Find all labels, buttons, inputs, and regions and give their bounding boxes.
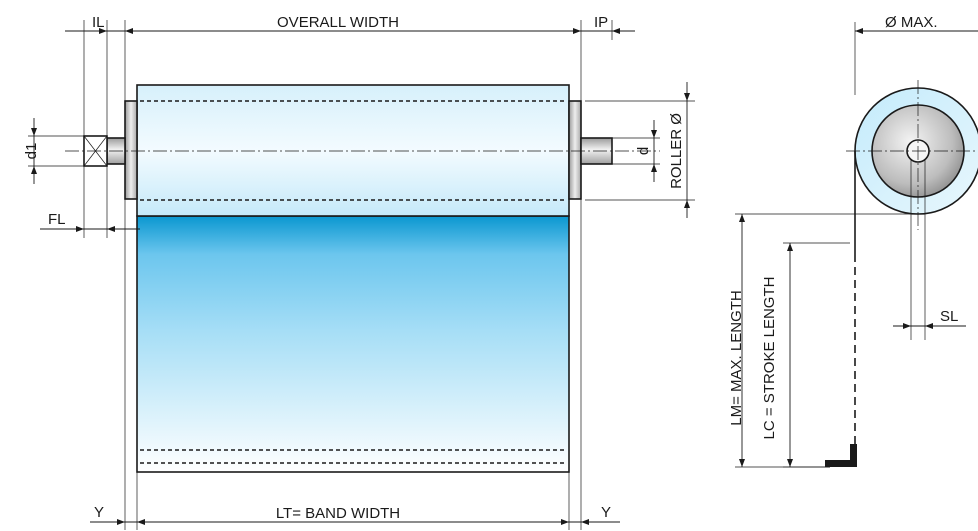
overall-width-label: OVERALL WIDTH: [277, 14, 399, 31]
max-length-label: LM= MAX. LENGTH: [728, 290, 745, 425]
il-label: IL: [92, 14, 105, 31]
band-width-label: LT= BAND WIDTH: [276, 505, 400, 522]
fl-label: FL: [48, 211, 66, 228]
front-view: [65, 84, 660, 473]
band: [136, 215, 570, 473]
dimensions-front: IL OVERALL WIDTH IP d1 d ROLLER Ø: [23, 14, 695, 530]
ip-label: IP: [594, 14, 608, 31]
bottom-bar: [825, 444, 857, 467]
stroke-length-label: LC = STROKE LENGTH: [761, 277, 778, 440]
diameter-max-label: Ø MAX.: [885, 14, 938, 31]
roller-body: [136, 84, 570, 217]
y-left-label: Y: [94, 504, 104, 521]
roller-diameter-label: ROLLER Ø: [668, 113, 685, 189]
sl-label: SL: [940, 308, 958, 325]
d1-label: d1: [23, 143, 40, 160]
d-label: d: [635, 147, 652, 155]
side-view: Ø MAX. SL LM= MAX. LENGTH LC = STROKE LE…: [728, 14, 978, 468]
end-cap-left: [124, 100, 138, 200]
end-cap-right: [568, 100, 582, 200]
y-right-label: Y: [601, 504, 611, 521]
